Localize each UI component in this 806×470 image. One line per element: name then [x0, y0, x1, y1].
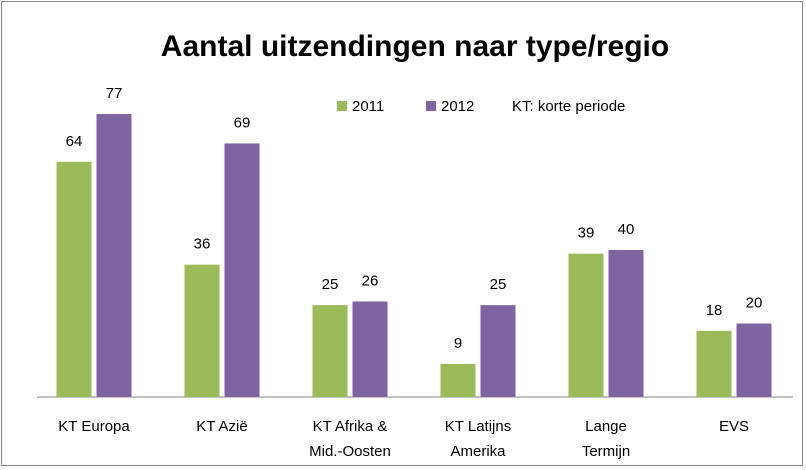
legend-swatch — [337, 101, 347, 111]
value-label: 40 — [618, 221, 635, 238]
bar — [56, 161, 92, 397]
value-label: 25 — [490, 276, 507, 293]
bar — [96, 114, 132, 398]
bar — [352, 301, 388, 397]
x-tick-label: Termijn — [582, 443, 630, 460]
bar — [736, 323, 772, 397]
bar — [184, 264, 220, 397]
value-label: 9 — [454, 335, 462, 352]
bar — [480, 305, 516, 397]
value-label: 18 — [706, 302, 723, 319]
chart-title: Aantal uitzendingen naar type/regio — [161, 30, 669, 63]
legend-label: 2012 — [441, 98, 474, 115]
annotation: KT: korte periode — [512, 98, 625, 115]
value-label: 25 — [322, 276, 339, 293]
bar — [568, 253, 604, 397]
x-tick-label: KT Afrika & — [313, 418, 388, 435]
value-label: 69 — [234, 114, 251, 131]
value-label: 36 — [194, 236, 211, 253]
value-label: 77 — [106, 85, 123, 102]
value-label: 20 — [746, 294, 763, 311]
bar — [224, 143, 260, 397]
legend-label: 2011 — [352, 98, 384, 115]
x-tick-label: KT Latijns — [445, 418, 511, 435]
bar — [312, 305, 348, 397]
legend-swatch — [426, 101, 436, 111]
x-tick-label: EVS — [719, 418, 749, 435]
bar — [440, 363, 476, 397]
x-tick-label: Amerika — [450, 443, 506, 460]
value-label: 26 — [362, 272, 379, 289]
bar — [696, 330, 732, 397]
x-tick-label: KT Europa — [58, 418, 130, 435]
x-tick-label: Lange — [585, 418, 627, 435]
x-tick-label: Mid.-Oosten — [309, 443, 391, 460]
value-label: 39 — [578, 225, 595, 242]
value-label: 64 — [66, 133, 83, 150]
bar — [608, 250, 644, 397]
x-tick-label: KT Azië — [196, 418, 247, 435]
